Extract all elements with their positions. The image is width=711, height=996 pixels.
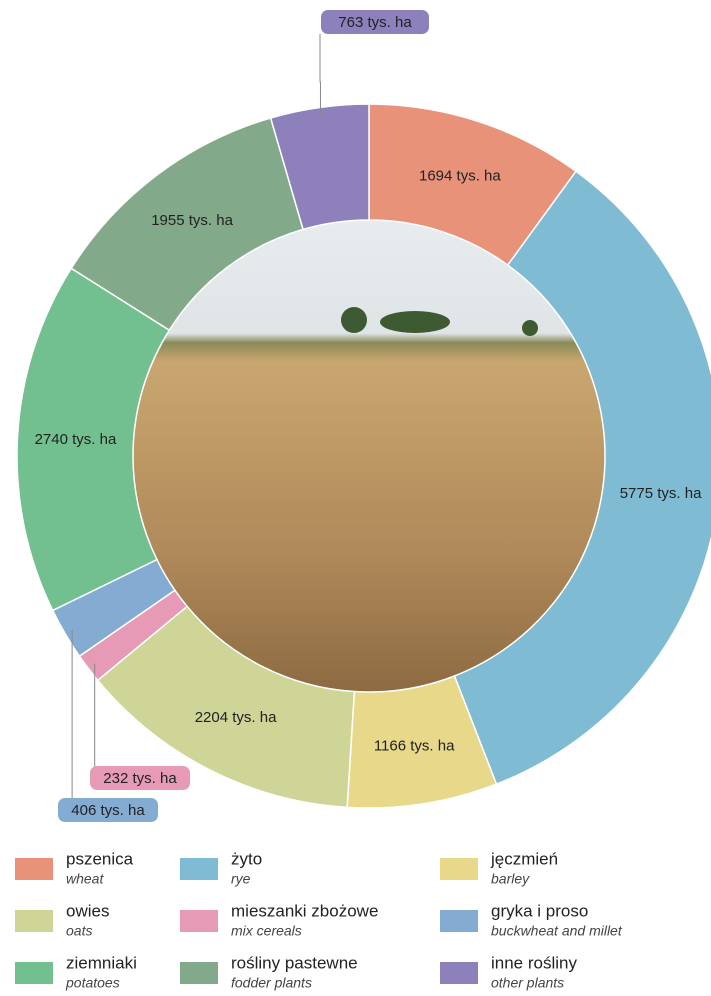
legend-swatch [180,910,218,932]
legend-label: mieszanki zbożowe [231,901,378,920]
value-label-box [58,798,158,822]
legend-label-en: fodder plants [231,975,312,991]
leader-line [90,663,96,779]
value-label: 1955 tys. ha [151,212,233,229]
legend-label-en: potatoes [65,975,120,991]
value-label: 2740 tys. ha [35,431,117,448]
center-photo [133,220,605,692]
legend-swatch [180,962,218,984]
slice [269,103,370,231]
legend-label-en: rye [231,871,251,887]
legend-label-en: barley [491,871,530,887]
legend-label-en: mix cereals [231,923,302,939]
slice [453,170,711,786]
value-label: 2204 tys. ha [195,709,277,726]
value-label: 1166 tys. ha [374,737,455,754]
value-label: 1694 tys. ha [419,167,501,184]
value-label-box [90,766,190,790]
value-label: 406 tys. ha [71,802,145,819]
legend-label-en: buckwheat and millet [491,923,623,939]
leader-line [58,629,73,811]
legend-label-en: wheat [66,871,104,887]
legend-label: owies [66,901,109,920]
legend-label: pszenica [66,849,134,868]
legend-label-en: oats [66,923,92,939]
value-label: 763 tys. ha [338,14,412,31]
legend-swatch [15,910,53,932]
legend-swatch [15,858,53,880]
value-label: 232 tys. ha [103,770,177,787]
legend-swatch [180,858,218,880]
legend-swatch [15,962,53,984]
value-label: 5775 tys. ha [620,485,702,502]
legend-label: jęczmień [490,849,558,868]
legend-label-en: other plants [491,975,564,991]
legend-swatch [440,910,478,932]
legend-label: żyto [231,849,262,868]
legend-label: rośliny pastewne [231,953,358,972]
legend-label: inne rośliny [491,953,577,972]
legend-swatch [440,858,478,880]
legend-label: gryka i proso [491,901,588,920]
value-label-box [321,10,429,34]
legend-swatch [440,962,478,984]
legend-label: ziemniaki [66,953,137,972]
